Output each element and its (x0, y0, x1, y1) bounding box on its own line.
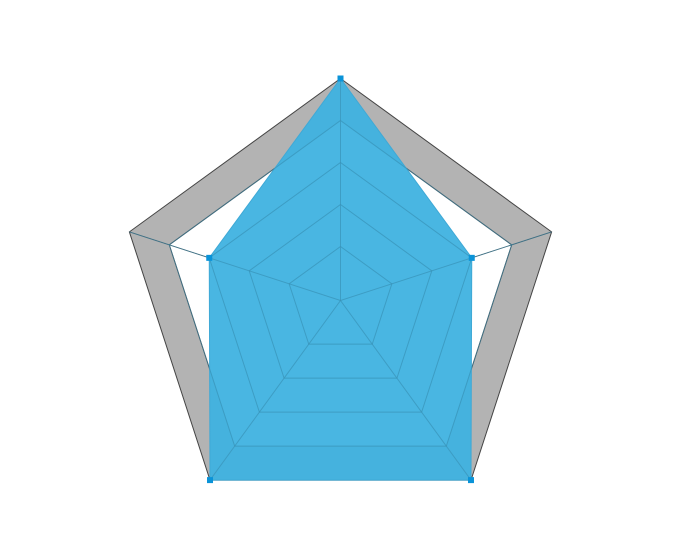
radar-data-point (467, 477, 474, 484)
radar-grid-ring-overlay (248, 203, 433, 379)
radar-data-point (207, 477, 214, 484)
radar-grid-ring-overlay (208, 161, 473, 413)
radar-axis-overlay (209, 300, 341, 481)
radar-grid-ring-overlay (168, 119, 513, 447)
radar-data-point (337, 75, 344, 82)
radar-axis-overlay (340, 231, 552, 301)
radar-axis-overlay (340, 300, 472, 481)
radar-data-point (468, 254, 475, 261)
radar-grid-ring-overlay (288, 245, 393, 345)
radar-axis-overlay (129, 231, 341, 301)
radar-data-point (206, 254, 213, 261)
